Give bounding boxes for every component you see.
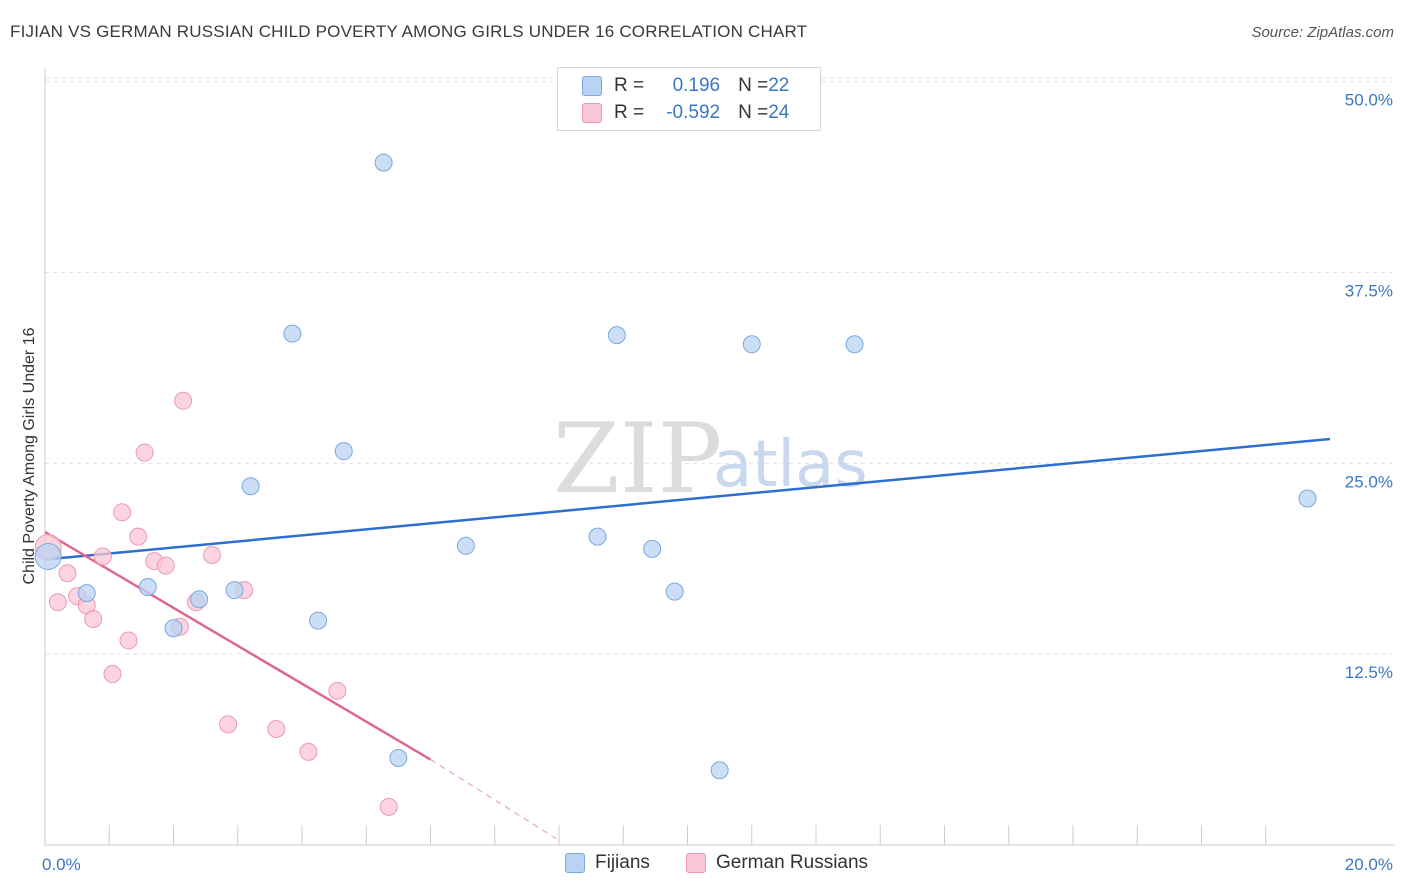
fijians-point (389, 748, 408, 767)
german-russians-point (93, 547, 112, 566)
german-russians-point (379, 797, 398, 816)
legend-n-label: N = (738, 75, 769, 96)
german-russians-point (103, 665, 122, 684)
german-russians-point (299, 742, 318, 761)
source-credit: Source: ZipAtlas.com (1251, 24, 1394, 41)
fijians-trend-line (44, 437, 1331, 561)
legend-item-german-russians: German Russians (686, 852, 868, 874)
x-tick-label: 20.0% (1345, 855, 1393, 874)
german-russians-trend-line (44, 530, 432, 761)
fijians-point (77, 584, 96, 603)
legend-r-label: R = (614, 102, 645, 123)
legend-label-german-russians: German Russians (716, 852, 869, 873)
chart-title: FIJIAN VS GERMAN RUSSIAN CHILD POVERTY A… (10, 22, 808, 41)
watermark-zip: ZIP (553, 403, 722, 515)
gridlines (45, 77, 1395, 655)
stats-legend: R = 0.196 N = 22 R = -0.592 N = 24 (557, 67, 821, 131)
fijians-swatch (565, 853, 585, 873)
german-russians-point (219, 715, 238, 734)
german-russians-point (174, 391, 193, 410)
german-russians-trend-extension (430, 759, 560, 841)
legend-r-label: R = (614, 75, 645, 96)
fijians-point (374, 153, 393, 172)
legend-item-fijians: Fijians (565, 852, 650, 874)
fijians-point (456, 536, 475, 555)
fijians-point (283, 324, 302, 343)
german-russians-point (48, 593, 67, 612)
fijians-point (845, 335, 864, 354)
legend-n-value: 24 (768, 102, 790, 123)
y-tick-label: 50.0% (1345, 91, 1393, 110)
legend-row-fijians: R = 0.196 N = 22 (582, 73, 789, 99)
series-legend: Fijians German Russians (0, 852, 1406, 878)
fijians-point (710, 761, 729, 780)
fijians-point (138, 578, 157, 597)
fijians-point (225, 581, 244, 600)
y-tick-label: 25.0% (1345, 472, 1393, 491)
fijians-point (607, 326, 626, 345)
fijians-point (588, 527, 607, 546)
fijians-point (34, 542, 62, 570)
fijians-point (742, 335, 761, 354)
y-axis-label: Child Poverty Among Girls Under 16 (21, 327, 38, 584)
legend-n-label: N = (738, 102, 769, 123)
legend-row-german-russians: R = -0.592 N = 24 (582, 100, 789, 126)
fijians-swatch (582, 76, 602, 96)
x-tick-label: 0.0% (42, 855, 81, 874)
legend-label-fijians: Fijians (595, 852, 650, 873)
fijians-point (164, 619, 183, 638)
y-tick-label: 37.5% (1345, 282, 1393, 301)
german-russians-point (113, 503, 132, 522)
german-russians-point (156, 556, 175, 575)
german-russians-point (328, 681, 347, 700)
legend-r-value: 0.196 (672, 75, 721, 96)
legend-n-value: 22 (768, 75, 790, 96)
legend-r-value: -0.592 (666, 102, 721, 123)
watermark-atlas: atlas (713, 428, 868, 502)
data-points (34, 153, 1317, 816)
axis-labels: Child Poverty Among Girls Under 16 12.5%… (21, 91, 1393, 874)
trend-lines (44, 437, 1331, 841)
german-russians-point (84, 610, 103, 629)
watermark: ZIP atlas (553, 403, 868, 515)
german-russians-swatch (686, 853, 706, 873)
fijians-point (190, 590, 209, 609)
german-russians-point (58, 564, 77, 583)
german-russians-point (135, 443, 154, 462)
fijians-point (1298, 489, 1317, 508)
fijians-point (241, 477, 260, 496)
axes (44, 68, 1395, 846)
german-russians-point (267, 719, 286, 738)
fijians-point (643, 539, 662, 558)
german-russians-point (129, 527, 148, 546)
german-russians-swatch (582, 103, 602, 123)
fijians-point (309, 611, 328, 630)
german-russians-point (203, 545, 222, 564)
german-russians-point (119, 631, 138, 650)
y-tick-label: 12.5% (1345, 663, 1393, 682)
fijians-point (334, 442, 353, 461)
fijians-point (665, 582, 684, 601)
